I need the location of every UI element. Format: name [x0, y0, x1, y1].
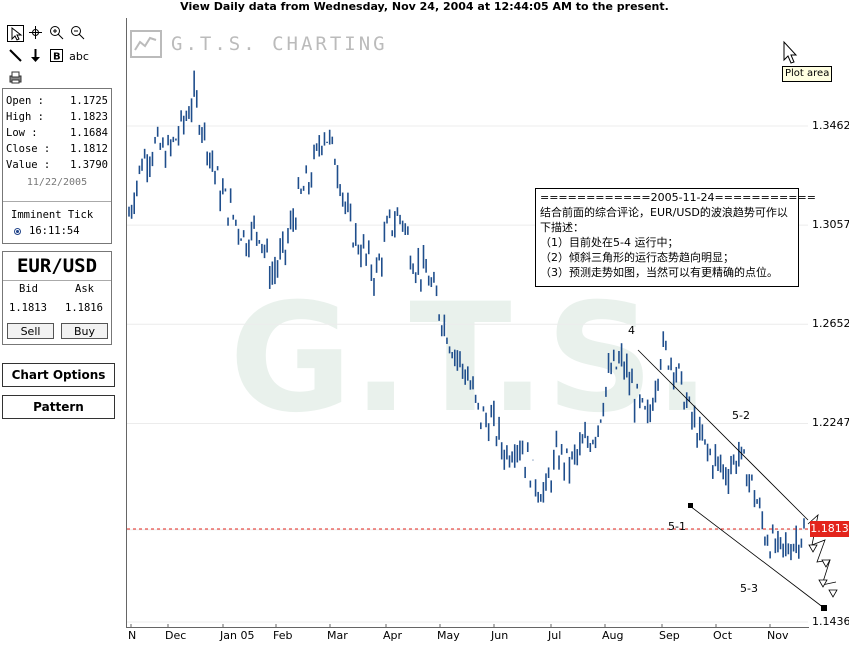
line-icon[interactable] [7, 48, 24, 65]
pattern-button[interactable]: Pattern [2, 395, 115, 419]
arrow-down-icon[interactable] [27, 48, 44, 65]
plot-area[interactable] [126, 18, 809, 628]
divider [3, 280, 111, 281]
y-tick-label: 1.1436 [812, 615, 849, 628]
quote-date: 11/22/2005 [26, 177, 88, 188]
gts-logo-icon [130, 30, 162, 58]
note-line: （3）预测走势如图，当然可以有更精确的点位。 [540, 266, 778, 279]
quote-row-open: Open :1.1725 [6, 95, 108, 107]
anchor-point[interactable] [688, 503, 693, 508]
imminent-tick-time: 16:11:54 [29, 225, 80, 237]
x-tick-label: Nov [767, 629, 789, 642]
note-line: （1）目前处在5-4 运行中； [540, 236, 679, 249]
mouse-pointer-icon [783, 40, 798, 64]
wave-label-5-1: 5-1 [668, 520, 686, 533]
imminent-tick-label: Imminent Tick [11, 209, 94, 221]
quote-row-value: Value :1.3790 [6, 159, 108, 171]
watermark-text: G.T.S. [229, 272, 711, 446]
quote-row-close: Close :1.1812 [6, 143, 108, 155]
buy-button[interactable]: Buy [61, 323, 108, 339]
text-abc-tool[interactable]: abc [69, 50, 89, 63]
x-tick-label: May [437, 629, 460, 642]
chart-title: View Daily data from Wednesday, Nov 24, … [180, 0, 669, 13]
pair-name: EUR/USD [16, 255, 98, 277]
divider [3, 201, 111, 202]
forecast-arrow-icons [808, 544, 838, 598]
x-tick-label: Jun [491, 629, 509, 642]
y-tick-label: 1.2652 [812, 317, 849, 331]
y-tick-label: 1.2247 [812, 416, 849, 430]
x-tick-label: Mar [327, 629, 348, 642]
note-line: 结合前面的综合评论，EUR/USD的波浪趋势可作以 [540, 206, 788, 219]
price-candles [128, 70, 805, 561]
x-tick-label: Jan 05 [220, 629, 255, 642]
x-tick-label: Dec [165, 629, 187, 642]
zoom-in-icon[interactable] [48, 25, 65, 42]
note-line: （2）倾斜三角形的运行态势趋向明显； [540, 251, 734, 264]
quote-panel: Open :1.1725 High :1.1823 Low :1.1684 Cl… [2, 88, 112, 244]
ask-label: Ask [75, 283, 94, 295]
bid-label: Bid [19, 283, 38, 295]
x-tick-label: Aug [602, 629, 624, 642]
x-tick-label: Oct [713, 629, 733, 642]
crosshair-icon[interactable] [27, 25, 44, 42]
drawing-toolbox: B abc [2, 21, 112, 99]
text-b-icon[interactable]: B [48, 48, 65, 65]
sell-button[interactable]: Sell [7, 323, 54, 339]
channel-upper-line [637, 349, 809, 521]
print-icon[interactable] [7, 70, 24, 87]
imminent-tick-radio[interactable] [14, 228, 21, 235]
wave-label-5-2: 5-2 [732, 409, 750, 422]
quote-row-high: High :1.1823 [6, 111, 108, 123]
y-tick-label: 1.3057 [812, 218, 849, 232]
note-line: ============2005-11-24=========== [540, 191, 816, 204]
x-tick-label: N [128, 629, 137, 642]
wave-label-4: 4 [628, 324, 635, 337]
zoom-out-icon[interactable] [69, 25, 86, 42]
anchor-point[interactable] [821, 605, 827, 611]
logo-text: G.T.S. CHARTING [171, 33, 388, 55]
y-tick-label: 1.3462 [812, 119, 849, 132]
bid-value: 1.1813 [9, 302, 47, 314]
x-tick-label: Feb [273, 629, 293, 642]
pointer-icon[interactable] [7, 25, 24, 42]
x-tick-label: Jul [548, 629, 562, 642]
fx-panel: EUR/USD Bid Ask 1.1813 1.1816 Sell Buy [2, 251, 112, 345]
current-price-badge: 1.1813 [810, 521, 849, 537]
plot-area-tooltip: Plot area [782, 66, 833, 82]
wave-label-5-3: 5-3 [740, 582, 758, 595]
x-tick-label: Sep [659, 629, 680, 642]
chart-options-button[interactable]: Chart Options [2, 363, 115, 387]
x-tick-label: Apr [383, 629, 403, 642]
quote-row-low: Low :1.1684 [6, 127, 108, 139]
ask-value: 1.1816 [65, 302, 103, 314]
analysis-note: ============2005-11-24=========== 结合前面的综… [535, 188, 816, 287]
note-line: 下描述： [540, 221, 584, 234]
svg-text:B: B [53, 52, 61, 63]
channel-lower-line [689, 505, 825, 609]
